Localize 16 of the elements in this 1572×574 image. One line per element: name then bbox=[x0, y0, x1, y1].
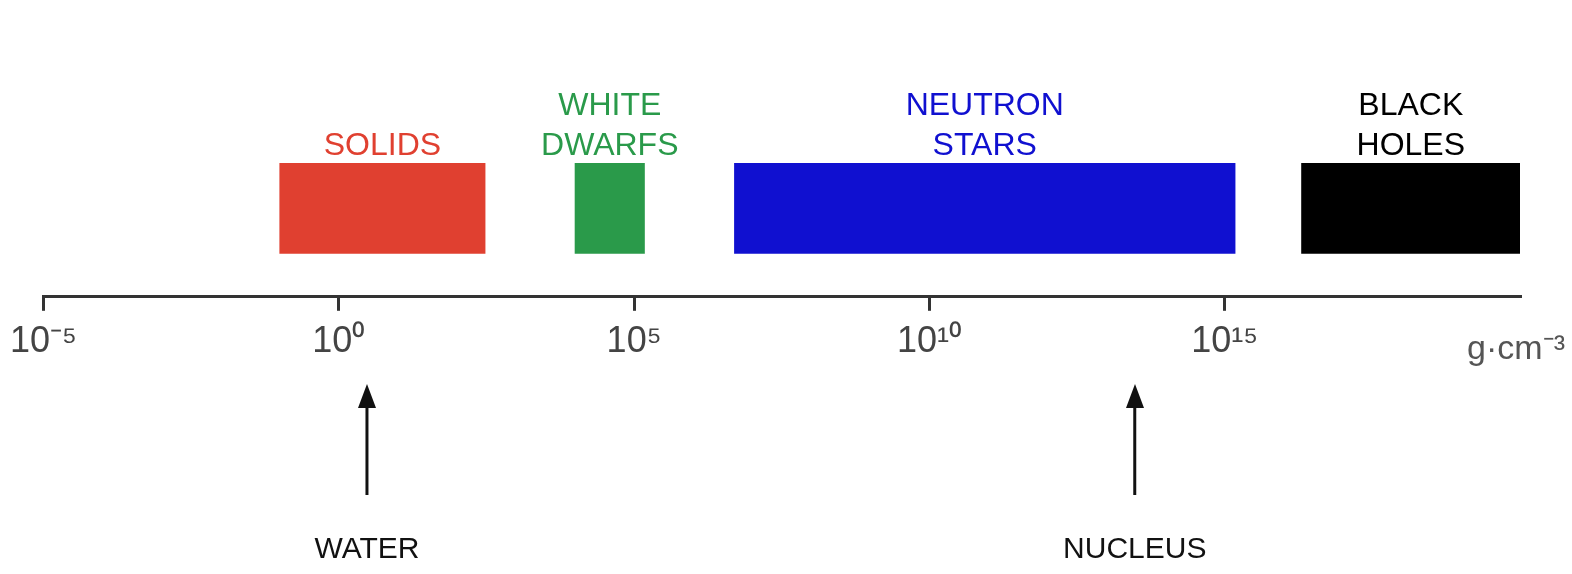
x-tick-label: 10⁵ bbox=[606, 319, 662, 361]
x-axis-title: g·cm⁻³ bbox=[1467, 327, 1565, 366]
bar bbox=[574, 163, 645, 254]
series-label: NEUTRON STARS bbox=[905, 86, 1064, 163]
series-label: SOLIDS bbox=[323, 126, 442, 163]
ref-line-label: NUCLEUS bbox=[1063, 531, 1207, 564]
x-tick-label: 10¹⁰ bbox=[896, 319, 962, 361]
ref-line-label: WATER bbox=[314, 531, 420, 564]
bar bbox=[1301, 163, 1520, 254]
x-tick-label: 10⁻⁵ bbox=[10, 319, 77, 361]
x-tick-label: 10⁰ bbox=[312, 319, 366, 361]
x-tick-label: 10¹⁵ bbox=[1191, 319, 1259, 361]
bar bbox=[279, 163, 486, 254]
series-label: BLACK HOLES bbox=[1356, 86, 1466, 163]
series-label: WHITE DWARFS bbox=[541, 86, 679, 163]
bar bbox=[734, 163, 1236, 254]
